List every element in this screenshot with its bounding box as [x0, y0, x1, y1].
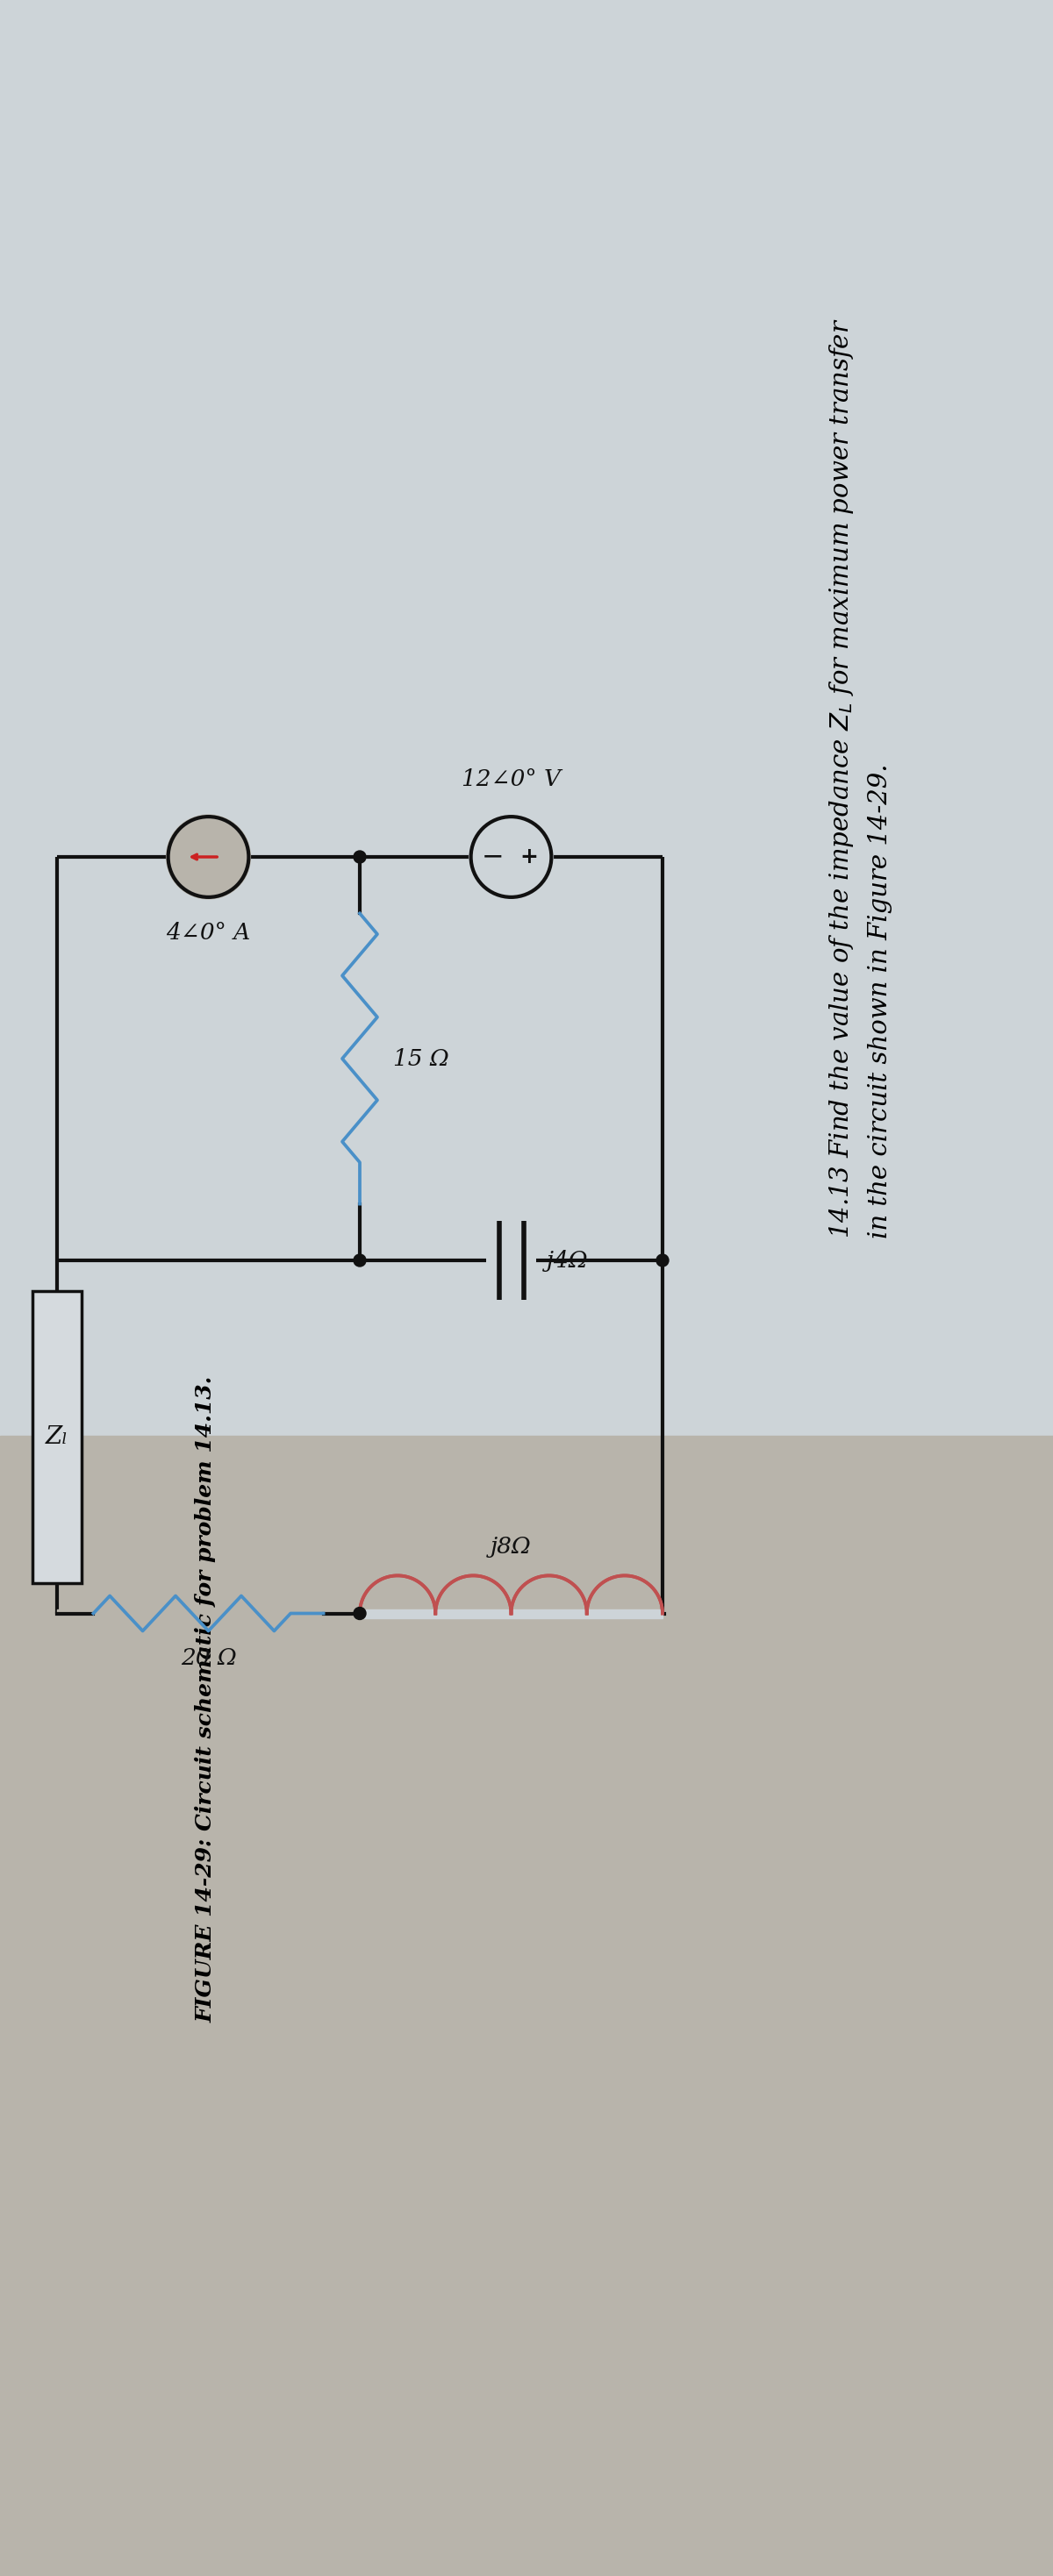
Text: FIGURE 14-29: Circuit schematic for problem 14.13.: FIGURE 14-29: Circuit schematic for prob…: [196, 1376, 217, 2022]
Circle shape: [656, 1255, 669, 1267]
Bar: [0, 0, 1053, 1435]
Text: +: +: [520, 848, 538, 868]
Text: −: −: [482, 845, 504, 871]
Bar: [33, 1291, 82, 1584]
Text: 15 Ω: 15 Ω: [393, 1048, 449, 1069]
Bar: [57, 1610, 360, 1618]
Text: -j4Ω: -j4Ω: [539, 1249, 588, 1273]
Circle shape: [470, 814, 553, 899]
Bar: [0, 1435, 1053, 2576]
Circle shape: [166, 814, 251, 899]
Circle shape: [354, 850, 366, 863]
Bar: [356, 858, 364, 1260]
Bar: [360, 1610, 662, 1618]
Text: Zₗ: Zₗ: [45, 1425, 68, 1448]
Circle shape: [354, 1607, 366, 1620]
Text: 20 Ω: 20 Ω: [180, 1646, 236, 1669]
Text: 14.13 Find the value of the impedance $Z_L$ for maximum power transfer
in the ci: 14.13 Find the value of the impedance $Z…: [828, 317, 892, 1239]
Text: j8Ω: j8Ω: [491, 1535, 532, 1558]
Text: 4∠0° A: 4∠0° A: [166, 922, 251, 943]
Text: 12∠0° V: 12∠0° V: [461, 768, 561, 791]
Circle shape: [354, 1255, 366, 1267]
Bar: [500, 1255, 522, 1265]
